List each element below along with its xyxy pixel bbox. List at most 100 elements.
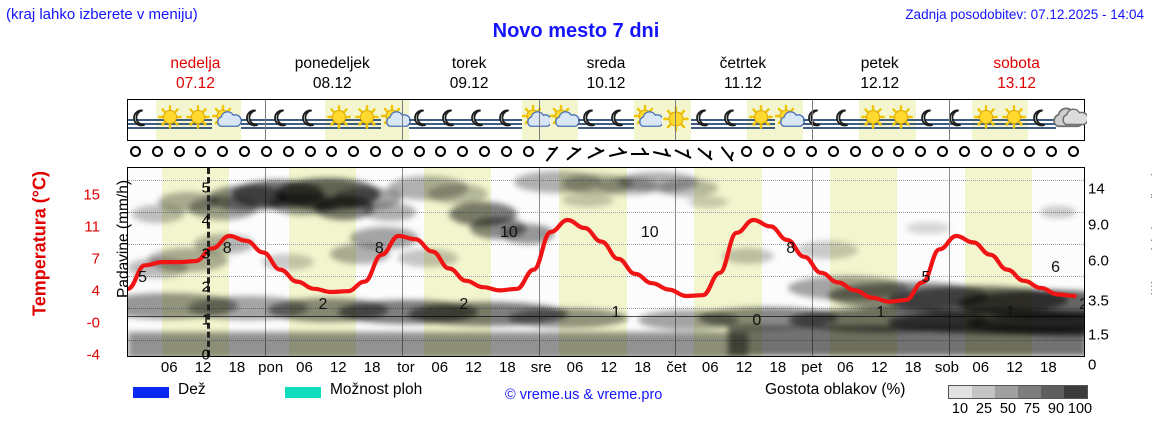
sun-cloud-icon	[209, 103, 243, 137]
rain-legend-label: Dež	[178, 381, 206, 398]
cloudheight-axis-ticks: 14 9.0 6.0 3.5 1.5 0	[1088, 175, 1132, 374]
day-name: sobota	[993, 55, 1040, 72]
temperature-point-label: 5	[921, 269, 931, 287]
weather-icon-slot	[662, 100, 691, 140]
calm-wind-icon	[282, 146, 294, 157]
copyright-link[interactable]: © vreme.us & vreme.pro	[505, 387, 663, 403]
hour-tick-label: 06	[431, 359, 449, 376]
temperature-point-label: 10	[640, 224, 659, 241]
cloud-density-scale-numbers: 10 25 50 75 90 100	[940, 401, 1100, 419]
hour-tick-label: 12	[870, 359, 888, 376]
cloud-density-tick: 75	[1023, 401, 1041, 417]
cloud-density-tick: 50	[999, 401, 1017, 417]
gridline-horizontal	[128, 308, 1084, 309]
right-axis-group: 14 9.0 6.0 3.5 1.5 0 Višina oblakov (km)	[1088, 171, 1152, 374]
day-name: sreda	[586, 55, 626, 72]
calm-wind-icon	[937, 146, 949, 157]
day-header-ponedeljek: ponedeljek 08.12	[264, 54, 401, 96]
hour-tick-label: 18	[499, 359, 516, 376]
calm-wind-icon	[151, 146, 163, 157]
hour-tick-label: 06	[701, 359, 719, 376]
moon-cloud-icon	[294, 103, 328, 137]
gridline-vertical	[949, 168, 951, 356]
weather-icon-slot	[156, 100, 185, 140]
precipitation-tick: 4	[201, 212, 210, 230]
moon-cloud-icon	[1025, 103, 1059, 137]
day-header-torek: torek 09.12	[401, 54, 538, 96]
wind-barb-icon	[652, 148, 671, 157]
weather-icon-slot	[971, 100, 1000, 140]
temperature-point-label: 6	[1051, 258, 1060, 276]
day-header-petek: petek 12.12	[811, 54, 948, 96]
day-header-row: nedelja 07.12 ponedeljek 08.12 torek 09.12 sre…	[127, 54, 1085, 96]
day-separator	[264, 100, 266, 140]
temperature-point-label: 8	[222, 240, 232, 257]
day-date: 10.12	[586, 75, 626, 92]
weather-icon-slot	[266, 100, 300, 140]
temperature-tick: -4	[86, 346, 100, 364]
location-menu-hint[interactable]: (kraj lahko izberete v meniju)	[6, 6, 198, 23]
temperature-point-label: 10	[500, 224, 518, 241]
calm-wind-icon	[784, 146, 796, 157]
calm-wind-icon	[391, 146, 403, 157]
precipitation-tick: 0	[201, 346, 210, 364]
calm-wind-icon	[871, 146, 883, 157]
hour-axis-labels: 06 12 18 pon 06 12 18 tor 06 12 18 sre 06 12 18 čet 06 12…	[127, 359, 1085, 379]
wind-barb-icon	[566, 147, 582, 161]
calm-wind-icon	[195, 146, 207, 157]
weather-icon-slot	[350, 100, 384, 140]
sun-haze-icon	[997, 103, 1031, 137]
sun-haze-icon	[744, 103, 778, 137]
weather-icon-slot	[997, 100, 1031, 140]
temperature-point-label: 2	[459, 296, 469, 313]
temperature-tick: -0	[86, 314, 100, 332]
last-updated-text: Zadnja posodobitev: 07.12.2025 - 14:04	[905, 7, 1144, 22]
weather-icon-slot	[1025, 100, 1059, 140]
weather-icon-slot	[690, 100, 719, 140]
left-axis-group: Temperatura (°C) 15 11 7 4 -0 -4 Padavine (mm…	[8, 171, 211, 363]
hour-tick-label: 06	[837, 359, 854, 376]
weather-icon-slot	[634, 100, 665, 140]
moon-cloud-icon	[941, 103, 975, 137]
calm-wind-icon	[849, 146, 861, 157]
temperature-curve	[128, 217, 1077, 304]
calm-wind-icon	[828, 146, 840, 157]
current-time-marker	[206, 168, 210, 356]
day-name: petek	[860, 55, 899, 72]
calm-wind-icon	[500, 146, 512, 157]
weather-icon-slot	[437, 100, 466, 140]
precipitation-axis-ticks: 5 4 3 2 1 0	[184, 175, 210, 364]
moon-cloud-icon	[828, 103, 862, 137]
hour-tick-label: 12	[329, 359, 347, 376]
temperature-point-label: 1	[611, 304, 621, 321]
hour-tick-label: 18	[769, 359, 787, 376]
hour-tick-label: 06	[566, 359, 584, 376]
weather-icon-slot	[380, 100, 412, 140]
temperature-point-label: 2	[318, 296, 328, 313]
wind-barb-icon	[720, 146, 734, 162]
page-title: Novo mesto 7 dni	[492, 20, 660, 42]
day-name: ponedeljek	[294, 55, 370, 72]
calm-wind-icon	[369, 146, 381, 157]
moon-cloud-icon	[266, 103, 300, 137]
calm-wind-icon	[522, 146, 534, 157]
sun-haze-icon	[350, 103, 384, 137]
weather-icon-slot	[828, 100, 862, 140]
cloudheight-tick: 1.5	[1088, 326, 1109, 344]
calm-wind-icon	[304, 146, 316, 157]
moon-cloud-icon	[125, 103, 159, 137]
weather-icon-slot	[465, 100, 494, 140]
day-header-sobota: sobota 13.12	[948, 54, 1085, 96]
day-separator	[675, 100, 677, 140]
day-date: 08.12	[312, 75, 352, 92]
calm-wind-icon	[217, 146, 229, 157]
cloudheight-tick: 6.0	[1088, 252, 1109, 270]
weather-icon-slot	[774, 100, 805, 140]
weather-icon-slot	[941, 100, 975, 140]
gridline-horizontal	[128, 212, 1084, 213]
temperature-point-label: 0	[752, 312, 762, 329]
weather-icon-slot	[493, 100, 522, 140]
precipitation-tick: 1	[201, 311, 210, 329]
temperature-tick: 7	[91, 250, 100, 268]
hour-tick-label: 12	[1006, 359, 1023, 376]
